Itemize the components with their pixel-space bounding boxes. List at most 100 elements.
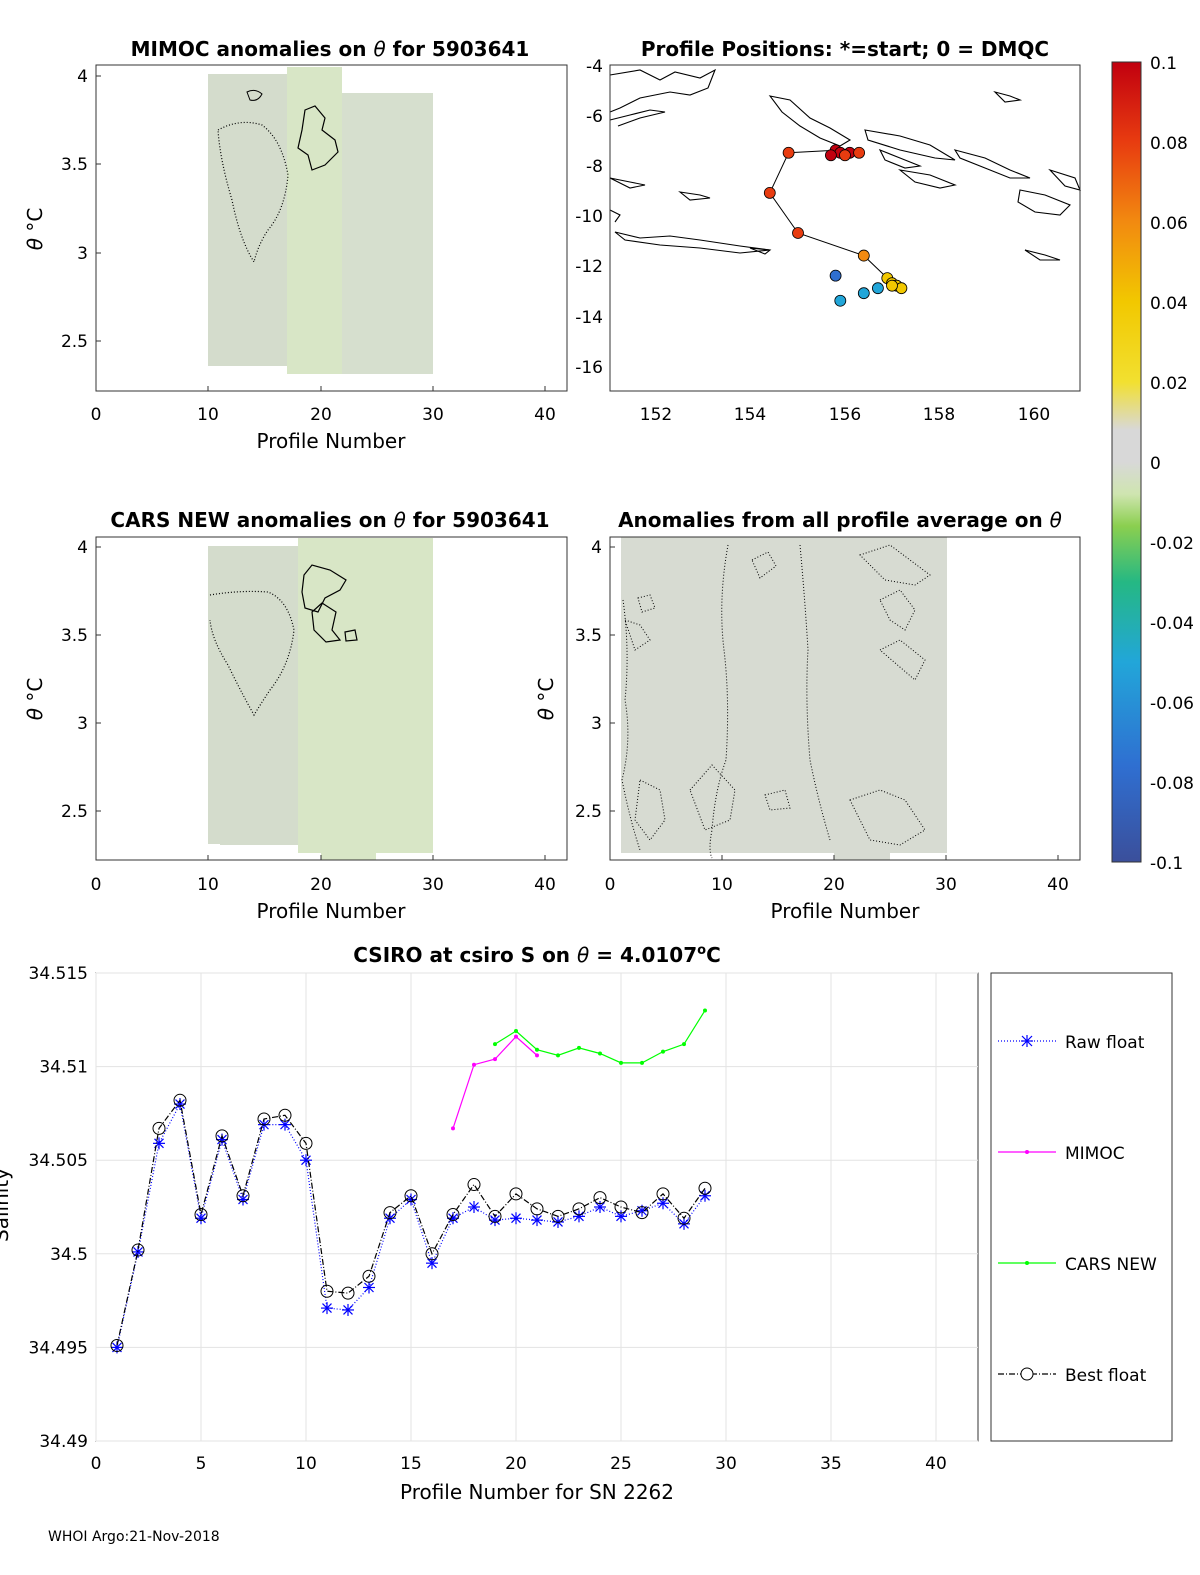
cars-panel: CARS NEW anomalies on θ for 5903641 0 10…	[23, 508, 568, 923]
allavg-title: Anomalies from all profile average on θ	[618, 508, 1062, 532]
best-float-point	[446, 1207, 460, 1221]
mimoc-xlabel: Profile Number	[257, 429, 407, 453]
allavg-contours	[621, 544, 931, 859]
raw-float-point	[279, 1118, 291, 1131]
cars-field-tail	[321, 850, 376, 860]
mimoc-ytick-3: 3	[77, 244, 88, 264]
pos-ytick-m16: -16	[575, 358, 603, 378]
cars-xlabel: Profile Number	[257, 899, 407, 923]
mimoc-xtick-0: 0	[91, 405, 102, 425]
best-float-point	[110, 1339, 124, 1353]
position-point	[872, 282, 884, 295]
mimoc-contour-neg	[297, 105, 339, 171]
allavg-ytick-3.5: 3.5	[575, 626, 602, 646]
allavg-field-tail	[834, 850, 890, 860]
best-float-point	[194, 1207, 208, 1221]
series-2-point	[661, 1049, 665, 1054]
salinity-xtick: 30	[715, 1454, 737, 1474]
raw-float-point	[657, 1197, 669, 1210]
best-float-point	[257, 1112, 271, 1126]
cb-tick-m0.08: -0.08	[1150, 774, 1194, 794]
cars-contour-zero	[209, 590, 295, 717]
raw-float-point	[321, 1302, 333, 1315]
cb-tick-0: 0	[1150, 454, 1161, 474]
series-2-point	[703, 1008, 707, 1013]
best-float-point	[677, 1211, 691, 1225]
position-point	[825, 149, 837, 162]
best-float-point	[131, 1243, 145, 1257]
raw-float-point	[594, 1201, 606, 1213]
mimoc-field-right	[342, 93, 433, 374]
best-float-point	[215, 1129, 229, 1143]
position-point	[763, 186, 776, 199]
cars-ylabel: θ °C	[23, 678, 47, 721]
raw-float-point	[342, 1303, 354, 1316]
cb-tick-0.04: 0.04	[1150, 294, 1188, 314]
best-float-point	[299, 1136, 313, 1150]
salinity-xtick: 0	[91, 1454, 102, 1474]
mimoc-panel: 0 10 20 30 40 4 3.5 3 2.5 MIMOC anomalie…	[23, 37, 568, 453]
pos-ytick-m10: -10	[575, 207, 603, 227]
cb-tick-0.02: 0.02	[1150, 374, 1188, 394]
salinity-grid	[95, 972, 978, 1442]
cars-ytick-4: 4	[77, 538, 88, 558]
cb-tick-m0.1: -0.1	[1150, 854, 1183, 874]
legend-label-best-float: Best float	[1065, 1366, 1147, 1386]
legend: Raw float MIMOC CARS NEW Best float	[990, 972, 1173, 1442]
mimoc-xtick-10: 10	[197, 405, 219, 425]
legend-label-cars-new: CARS NEW	[1065, 1255, 1157, 1275]
cb-tick-m0.06: -0.06	[1150, 694, 1194, 714]
allavg-xtick-20: 20	[823, 875, 845, 895]
position-point	[782, 146, 795, 159]
salinity-xtick: 15	[400, 1454, 422, 1474]
best-float-point	[635, 1206, 649, 1220]
salinity-xlabel: Profile Number for SN 2262	[400, 1480, 674, 1504]
best-float-point	[404, 1189, 418, 1203]
best-float-point	[152, 1121, 166, 1135]
mimoc-ylabel: θ °C	[23, 208, 47, 251]
footer-text: WHOI Argo:21-Nov-2018	[48, 1529, 220, 1545]
salinity-series	[110, 1008, 712, 1354]
mimoc-ytick-2.5: 2.5	[61, 332, 88, 352]
cars-contour-neg1	[301, 564, 347, 613]
series-2-point	[535, 1047, 539, 1052]
cb-tick-m0.04: -0.04	[1150, 614, 1194, 634]
salinity-ylabel: Salinity	[0, 1168, 13, 1242]
track	[769, 149, 902, 289]
best-float-point	[467, 1178, 481, 1192]
cars-axes	[95, 536, 568, 861]
series-2-point	[598, 1051, 602, 1056]
series-2-point	[493, 1042, 497, 1047]
series-2-point	[619, 1060, 623, 1065]
allavg-xtick-40: 40	[1047, 875, 1069, 895]
series-2-point	[640, 1060, 644, 1065]
salinity-xtick: 40	[925, 1454, 947, 1474]
raw-float-point	[300, 1154, 312, 1167]
allavg-field	[621, 537, 947, 853]
allavg-xtick-30: 30	[935, 875, 957, 895]
legend-label-raw-float: Raw float	[1065, 1033, 1145, 1053]
best-float-point	[593, 1191, 607, 1205]
salinity-xtick: 10	[295, 1454, 317, 1474]
legend-entry-cars-new: CARS NEW	[998, 1255, 1157, 1275]
cars-xtick-10: 10	[197, 875, 219, 895]
raw-float-point	[531, 1214, 543, 1227]
cars-field-bottom	[220, 835, 298, 845]
allavg-xlabel: Profile Number	[771, 899, 921, 923]
best-float-point	[509, 1187, 523, 1201]
pos-ytick-m14: -14	[575, 308, 603, 328]
pos-ytick-m8: -8	[586, 157, 603, 177]
cars-field-left	[208, 546, 298, 844]
mimoc-field-mid	[287, 67, 342, 374]
mimoc-field-left	[208, 74, 288, 366]
series-2-point	[514, 1029, 518, 1034]
legend-box	[990, 972, 1173, 1442]
legend-label-mimoc: MIMOC	[1065, 1144, 1125, 1164]
mimoc-xtick-20: 20	[310, 405, 332, 425]
best-float-point	[530, 1202, 544, 1216]
legend-entry-mimoc: MIMOC	[998, 1144, 1125, 1164]
best-float-point	[572, 1202, 586, 1216]
cb-tick-0.1: 0.1	[1150, 54, 1177, 74]
position-point	[792, 227, 804, 239]
